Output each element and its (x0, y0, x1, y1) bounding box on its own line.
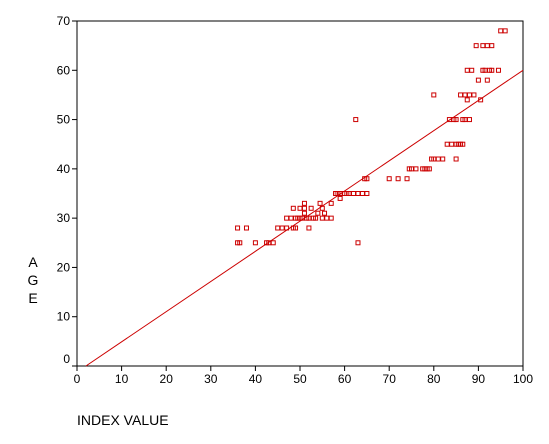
data-point (319, 215, 325, 221)
data-point (301, 210, 307, 216)
data-point (460, 141, 466, 147)
data-point (440, 156, 446, 162)
y-axis-title: AGE (28, 254, 39, 306)
data-point (404, 176, 410, 182)
x-tick-label: 0 (74, 372, 81, 386)
data-point (484, 43, 490, 49)
data-point (315, 210, 321, 216)
y-tick-label: 40 (57, 162, 71, 176)
data-point (462, 92, 468, 98)
data-point (466, 117, 472, 123)
data-point (489, 43, 495, 49)
data-point (288, 215, 294, 221)
data-point (235, 225, 241, 231)
data-point (475, 77, 481, 83)
data-point (297, 205, 303, 211)
y-axis-title-letter: E (28, 290, 37, 306)
data-point (290, 205, 296, 211)
data-point (301, 205, 307, 211)
data-point (484, 77, 490, 83)
data-point (478, 97, 484, 103)
data-point (359, 191, 365, 196)
data-point (284, 225, 290, 231)
data-point (313, 215, 319, 221)
data-point (319, 205, 325, 211)
data-point (495, 67, 501, 73)
data-point (386, 176, 392, 182)
data-point (270, 240, 276, 246)
data-point (322, 210, 328, 216)
data-point (252, 240, 258, 246)
x-tick-label: 20 (160, 372, 174, 386)
x-tick-label: 100 (513, 372, 533, 386)
data-point (469, 67, 475, 73)
y-tick-label: 30 (57, 211, 71, 225)
data-point (453, 156, 459, 162)
data-point (364, 176, 370, 182)
data-point (279, 225, 285, 231)
data-point (237, 240, 243, 246)
data-point (293, 225, 299, 231)
data-point (413, 166, 419, 172)
data-point (395, 176, 401, 182)
x-axis-title: INDEX VALUE (77, 412, 169, 428)
data-point (464, 67, 470, 73)
x-tick-label: 50 (293, 372, 307, 386)
data-point (502, 28, 508, 34)
x-tick-label: 10 (115, 372, 129, 386)
plot-frame (76, 20, 524, 367)
x-tick-label: 60 (338, 372, 352, 386)
y-axis-title-letter: G (28, 272, 39, 288)
data-point (480, 43, 486, 49)
data-point (306, 225, 312, 231)
data-point (471, 92, 477, 98)
data-point (464, 97, 470, 103)
data-point (301, 200, 307, 206)
x-tick-label: 80 (427, 372, 441, 386)
data-point (453, 117, 459, 123)
x-tick-label: 40 (249, 372, 263, 386)
x-tick-label: 30 (204, 372, 218, 386)
y-tick-label: 0 (63, 352, 70, 366)
data-point (351, 191, 357, 196)
data-point (444, 141, 450, 147)
y-tick-label: 20 (57, 260, 71, 274)
data-point (449, 141, 455, 147)
data-point (473, 43, 479, 49)
data-point (466, 92, 472, 98)
data-point (275, 225, 281, 231)
x-tick-label: 70 (383, 372, 397, 386)
data-point (328, 215, 334, 221)
x-tick-label: 90 (472, 372, 486, 386)
data-point (431, 92, 437, 98)
data-point (435, 156, 441, 162)
y-tick-label: 70 (57, 14, 71, 28)
data-point (355, 191, 361, 196)
data-point (284, 215, 290, 221)
data-point (337, 195, 343, 201)
data-point (426, 166, 432, 172)
data-point (364, 191, 370, 196)
data-point (498, 28, 504, 34)
data-point (328, 200, 334, 206)
data-point (489, 67, 495, 73)
y-tick-label: 50 (57, 113, 71, 127)
data-point (243, 225, 249, 231)
data-point (308, 205, 314, 211)
data-point (355, 240, 361, 246)
y-tick-label: 60 (57, 63, 71, 77)
y-axis-title-letter: A (28, 254, 38, 270)
data-point (353, 117, 359, 123)
data-point (324, 215, 330, 221)
y-tick-label: 10 (57, 310, 71, 324)
data-point (458, 92, 464, 98)
data-point (317, 200, 323, 206)
